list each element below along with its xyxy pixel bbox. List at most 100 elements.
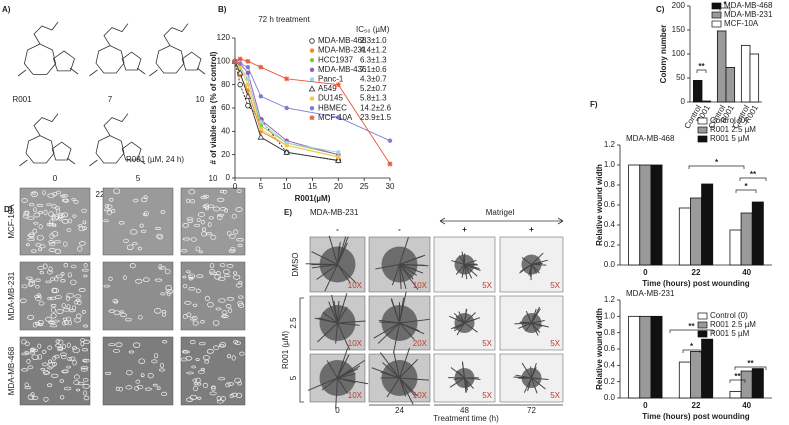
cell [35,278,41,283]
ic50-label: 4.3±0.7 [360,75,387,84]
significance-label: ** [734,372,741,381]
x-tick-label: 10 [282,182,291,191]
ring [53,50,75,72]
cell [33,221,39,225]
marker [258,94,264,99]
y-axis-label: Relative wound width [595,164,604,246]
cell [70,279,77,286]
cell [36,203,44,207]
cell [27,237,35,242]
cell [237,381,242,386]
cell [234,341,241,345]
sprout [530,366,532,379]
cell [113,300,119,304]
x-tick-label: 25 [360,182,369,191]
cell [42,263,48,269]
marker [232,58,238,64]
cell [115,342,123,347]
cell [186,198,191,204]
cell [38,301,45,306]
side-chain [89,23,146,77]
micrograph [433,353,496,403]
y-tick-label: 80 [221,80,230,89]
x-tick-label: 0 [233,182,238,191]
cell [132,198,139,203]
cell [145,387,152,391]
cell [196,274,204,278]
bar [628,164,641,266]
cell [74,374,80,380]
cell [36,293,41,297]
cell [68,320,72,326]
cell [135,278,143,284]
bar [729,229,742,266]
sprout [371,367,400,379]
sprout [458,255,465,265]
cell [231,392,238,397]
bar [751,201,764,266]
ic50-label: 5.8±1.3 [360,94,387,103]
cell [39,271,44,275]
cell [37,343,42,349]
cell [164,268,171,275]
legend-label: R001 5 µM [710,134,750,143]
cell [197,396,202,400]
cell [207,204,215,209]
sprout [531,322,539,336]
marker [245,64,251,70]
cell [27,314,35,320]
micrograph [19,187,91,256]
ring [95,135,125,164]
cell [51,361,57,367]
structure-label: 22 [96,190,105,199]
sprout [399,322,420,332]
cell [222,190,227,194]
legend-marker [309,67,315,73]
y-tick-label: 1.0 [604,160,616,169]
cell [66,228,72,232]
marker [284,143,289,148]
x-tick-label: 20 [334,182,343,191]
cell [118,386,124,392]
cell [50,313,57,319]
cell [49,321,56,325]
cell [49,324,58,328]
marker [245,58,251,64]
cell [139,223,144,228]
cell [151,359,158,364]
cell [217,213,225,217]
cell [82,377,89,382]
sprout [531,377,546,390]
cell [32,228,38,234]
sprout [464,377,474,389]
chart-title: MDA-MB-231 [626,289,675,298]
row-label: MCF-10A [7,204,16,239]
ring [155,45,185,74]
cell [48,240,54,245]
cell [61,198,69,203]
cell [229,234,236,239]
sprout [450,322,465,330]
micrograph [19,261,91,331]
micrograph [305,235,366,293]
cell [118,221,125,225]
sprout [399,237,409,265]
cell [73,317,81,323]
legend-label: MCF-10A [318,113,353,122]
legend-swatch [711,11,722,19]
significance-label: * [715,158,719,167]
cell [190,199,196,204]
legend-label: DU145 [318,94,343,103]
bar [716,30,727,103]
panel-d-title: R001 (µM, 24 h) [126,155,184,164]
cell [28,203,35,207]
cell [60,352,67,357]
sprout [393,351,400,379]
cell [217,276,226,281]
sprout [531,308,541,324]
bar [701,338,714,399]
cell [123,238,129,243]
bar [729,391,742,399]
cell [192,378,198,383]
cell [239,351,245,356]
